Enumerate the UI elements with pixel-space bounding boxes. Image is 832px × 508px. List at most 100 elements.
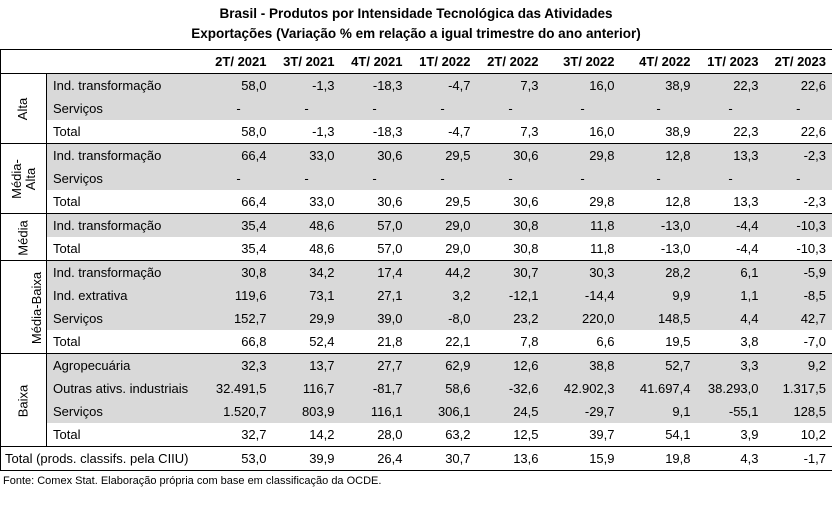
table-cell: 3,3 — [696, 353, 765, 377]
table-cell: 16,0 — [544, 120, 621, 144]
table-cell: 35,4 — [204, 213, 273, 237]
table-cell: 10,2 — [764, 423, 832, 447]
table-cell: 38,8 — [544, 353, 621, 377]
table-cell: 3,8 — [696, 330, 765, 354]
row-label: Ind. transformação — [46, 260, 205, 284]
table-cell: 13,7 — [272, 353, 341, 377]
table-cell: 34,2 — [272, 260, 341, 284]
group-label-text: Média-Baixa — [29, 271, 45, 344]
table-cell: 29,5 — [408, 190, 477, 214]
table-row: Serviços 152,7 29,9 39,0 -8,0 23,2 220,0 148,5 4… — [1, 307, 832, 330]
row-label: Ind. extrativa — [46, 284, 205, 307]
group-label: Média-Baixa — [0, 260, 47, 354]
table-cell: 42,7 — [764, 307, 832, 330]
table-cell: 116,1 — [340, 400, 409, 423]
table-row: Média Ind. transformação 35,4 48,6 57,0 29,0 3… — [0, 213, 832, 261]
table-cell: -2,3 — [764, 190, 832, 214]
table-cell: -18,3 — [340, 120, 409, 144]
table-cell: 26,4 — [340, 446, 409, 471]
table-cell: -1,3 — [272, 73, 341, 97]
table-row: Serviços 1.520,7 803,9 116,1 306,1 24,5 -29,7 9… — [1, 400, 832, 423]
table-cell: 116,7 — [272, 377, 341, 400]
table-cell: 13,6 — [476, 446, 545, 471]
table-cell: -32,6 — [476, 377, 545, 400]
table-cell: 57,0 — [340, 213, 409, 237]
table-cell: 9,9 — [620, 284, 697, 307]
table-cell: -4,4 — [696, 213, 765, 237]
table-cell: 220,0 — [544, 307, 621, 330]
table-cell: -12,1 — [476, 284, 545, 307]
table-cell: 7,3 — [476, 120, 545, 144]
group-label: Média-Alta — [0, 143, 47, 214]
table-cell: 12,5 — [476, 423, 545, 447]
table-cell: 27,7 — [340, 353, 409, 377]
table-cell: 63,2 — [408, 423, 477, 447]
source-note: Fonte: Comex Stat. Elaboração própria co… — [3, 475, 382, 487]
table-cell: 52,4 — [272, 330, 341, 354]
grand-total-row: Total (prods. classifs. pela CIIU) 53,0 39… — [0, 446, 832, 471]
table-cell: -55,1 — [696, 400, 765, 423]
table-cell: 44,2 — [408, 260, 477, 284]
table-cell: 27,1 — [340, 284, 409, 307]
table-title: Brasil - Produtos por Intensidade Tecnol… — [219, 6, 613, 21]
table-cell: 39,7 — [544, 423, 621, 447]
table-cell: -8,5 — [764, 284, 832, 307]
table-cell: - — [408, 167, 477, 190]
table-cell: 24,5 — [476, 400, 545, 423]
table-cell: -13,0 — [620, 237, 697, 261]
table-cell: 39,0 — [340, 307, 409, 330]
table-cell: - — [696, 97, 765, 120]
table-cell: -4,7 — [408, 73, 477, 97]
table-cell: -13,0 — [620, 213, 697, 237]
table-row: Ind. extrativa 119,6 73,1 27,1 3,2 -12,1 -14,4… — [1, 284, 832, 307]
table-cell: 33,0 — [272, 143, 341, 167]
table-cell: -5,9 — [764, 260, 832, 284]
table-cell: 19,5 — [620, 330, 697, 354]
header-corner — [0, 49, 205, 74]
table-cell: -10,3 — [764, 213, 832, 237]
table-cell: - — [544, 97, 621, 120]
table-cell: 29,9 — [272, 307, 341, 330]
table-cell: 16,0 — [544, 73, 621, 97]
table-cell: 58,6 — [408, 377, 477, 400]
table-row: Baixa Agropecuária 32,3 13,7 27,7 62,9 12,6 38,… — [0, 353, 832, 447]
table-cell: 3,2 — [408, 284, 477, 307]
table-cell: - — [340, 167, 409, 190]
table-cell: - — [272, 167, 341, 190]
table-cell: 6,1 — [696, 260, 765, 284]
table-cell: -1,7 — [764, 446, 832, 471]
table-cell: 58,0 — [204, 73, 273, 97]
row-label: Ind. transformação — [46, 73, 205, 97]
table-cell: - — [764, 167, 832, 190]
table-cell: 21,8 — [340, 330, 409, 354]
table-cell: 35,4 — [204, 237, 273, 261]
table-cell: 58,0 — [204, 120, 273, 144]
table-cell: 1.520,7 — [204, 400, 273, 423]
table-row: Média-Baixa Ind. transformação 30,8 34,2 17,… — [0, 260, 832, 354]
table-row: Média-Alta Ind. transformação 66,4 33,0 30,6… — [0, 143, 832, 214]
group-label: Média — [0, 213, 47, 261]
table-cell: 152,7 — [204, 307, 273, 330]
table-cell: 38,9 — [620, 120, 697, 144]
table-cell: 38,9 — [620, 73, 697, 97]
table-cell: 23,2 — [476, 307, 545, 330]
table-row: Serviços - - - - - - - - - — [1, 97, 832, 120]
column-header: 4T/ 2021 — [340, 49, 409, 74]
table-row: Total 66,8 52,4 21,8 22,1 7,8 6,6 19,5 3,8 -7,0 — [1, 330, 832, 354]
table-cell: 29,8 — [544, 143, 621, 167]
table-cell: 22,6 — [764, 120, 832, 144]
table-cell: 3,9 — [696, 423, 765, 447]
table-cell: 29,0 — [408, 237, 477, 261]
table-cell: -29,7 — [544, 400, 621, 423]
table-cell: - — [408, 97, 477, 120]
table-cell: 30,7 — [476, 260, 545, 284]
table-cell: 19,8 — [620, 446, 697, 471]
table-cell: 11,8 — [544, 237, 621, 261]
table-cell: 66,4 — [204, 143, 273, 167]
group-label-text: Média — [15, 219, 31, 256]
table-cell: 57,0 — [340, 237, 409, 261]
table-cell: 128,5 — [764, 400, 832, 423]
table-cell: - — [340, 97, 409, 120]
table-cell: -10,3 — [764, 237, 832, 261]
table-cell: 30,8 — [476, 213, 545, 237]
